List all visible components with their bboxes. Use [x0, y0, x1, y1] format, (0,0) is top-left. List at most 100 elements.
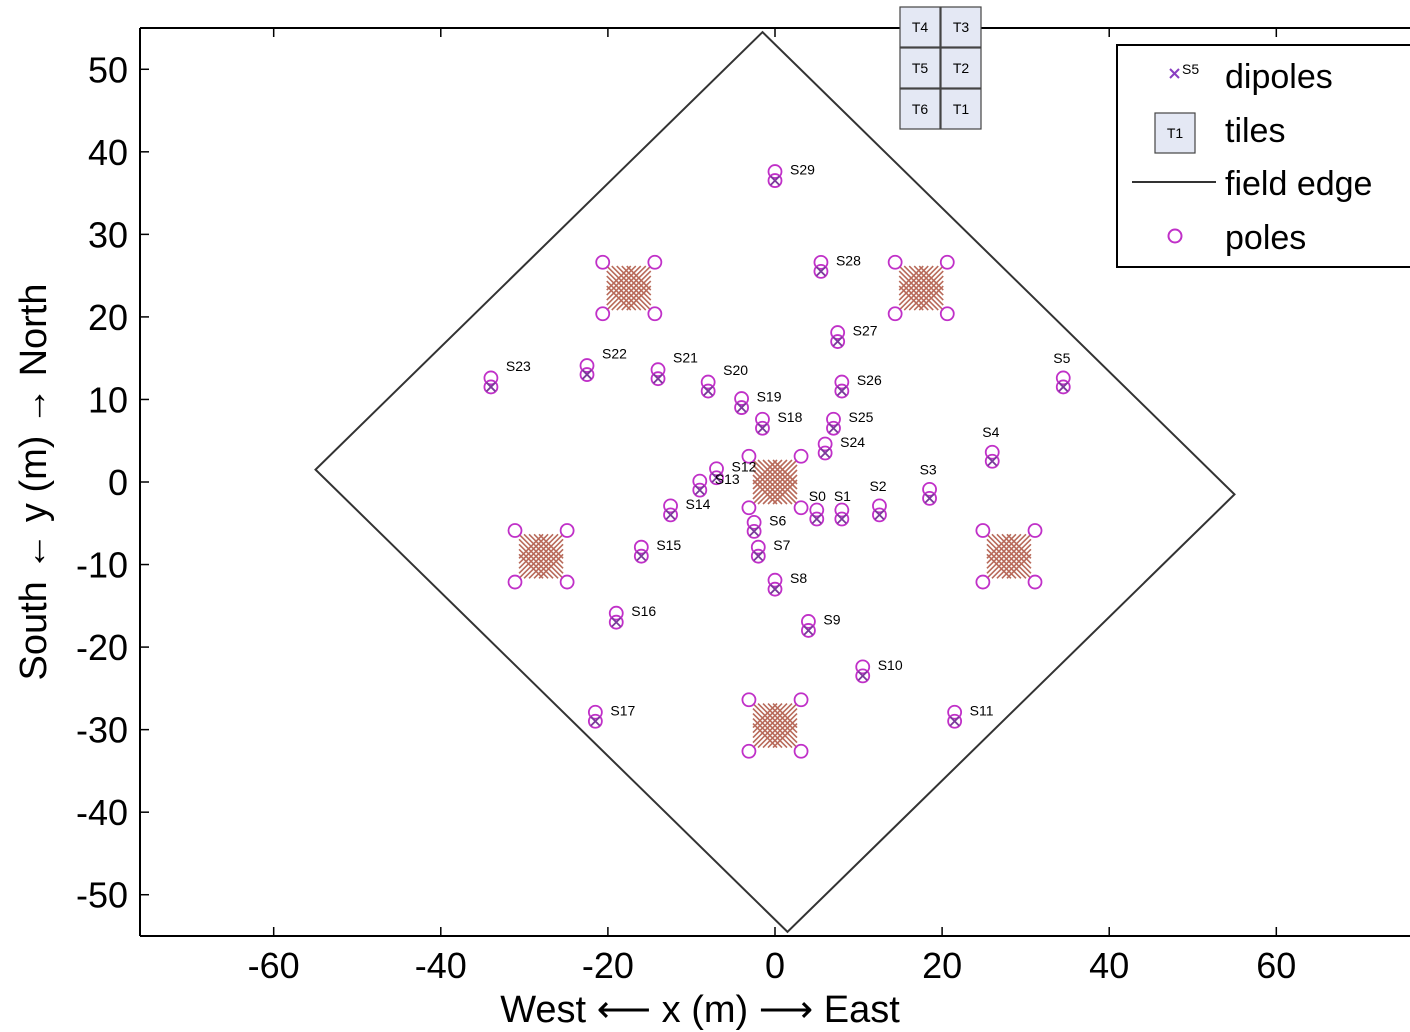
- pole-marker: [984, 444, 1000, 460]
- tile-pole: [595, 254, 611, 270]
- y-tick-label: 50: [88, 49, 128, 90]
- tile-grid-label: T2: [953, 60, 970, 76]
- tile-2: [887, 254, 955, 322]
- pole-marker: [922, 490, 937, 506]
- station-label: S19: [757, 389, 782, 405]
- tile-dipole-line: [762, 469, 798, 505]
- tile-dipole-line: [903, 265, 944, 306]
- station-s9: S9: [801, 611, 841, 638]
- station-s21: S21: [650, 350, 698, 387]
- dipole-marker: [769, 175, 781, 186]
- station-s22: S22: [579, 346, 627, 382]
- pole-marker: [817, 445, 833, 461]
- tile-pole: [741, 448, 757, 464]
- tile-pole: [741, 500, 757, 516]
- tile-pole: [793, 692, 809, 708]
- pole-marker: [734, 400, 749, 415]
- station-s19: S19: [734, 389, 782, 415]
- x-tick-label: -20: [582, 945, 634, 986]
- station-label: S10: [878, 657, 903, 673]
- pole-marker: [750, 539, 766, 555]
- station-label: S4: [982, 424, 999, 440]
- tile-pole: [887, 254, 903, 270]
- pole-marker: [734, 391, 749, 406]
- pole-marker: [813, 254, 829, 270]
- dipole-marker: [832, 336, 843, 347]
- dipole-marker: [836, 385, 847, 397]
- pole-marker: [650, 371, 666, 387]
- station-label: S2: [869, 478, 886, 494]
- dipole-marker: [949, 716, 960, 727]
- tile-dipole-line: [772, 702, 798, 729]
- pole-marker: [709, 470, 724, 486]
- station-label: S0: [809, 488, 826, 504]
- pole-marker: [801, 614, 816, 629]
- station-s8: S8: [767, 570, 807, 597]
- station-label: S3: [920, 461, 937, 477]
- station-label: S9: [823, 611, 840, 627]
- x-tick-label: 0: [765, 945, 785, 986]
- pole-marker: [922, 481, 937, 497]
- y-tick-label: -40: [76, 792, 128, 833]
- tile-dipole-line: [1006, 553, 1032, 579]
- pole-marker: [750, 548, 766, 564]
- station-s11: S11: [947, 702, 994, 729]
- station-label: S21: [673, 350, 698, 366]
- tile-dipole-line: [908, 275, 944, 311]
- tile-dipole-line: [991, 533, 1032, 574]
- x-tick-label: 20: [922, 945, 962, 986]
- pole-marker: [809, 502, 825, 518]
- station-s25: S25: [826, 409, 874, 436]
- pole-marker: [587, 713, 603, 729]
- dipole-marker: [748, 526, 760, 537]
- pole-marker: [483, 370, 499, 386]
- tile-pole: [647, 306, 663, 322]
- x-tick-label: 60: [1256, 945, 1296, 986]
- tile-dipole-line: [528, 543, 564, 579]
- station-label: S11: [970, 702, 994, 718]
- station-s1: S1: [834, 488, 851, 527]
- tile-dipole-line: [757, 464, 798, 505]
- station-label: S26: [857, 372, 882, 388]
- tile-pole: [595, 306, 611, 322]
- dipole-marker: [590, 716, 601, 727]
- legend-label-tiles: tiles: [1225, 112, 1285, 150]
- y-tick-label: -10: [76, 545, 128, 586]
- pole-marker: [650, 362, 666, 378]
- y-tick-label: 10: [88, 379, 128, 420]
- pole-marker: [483, 379, 499, 395]
- legend-dipole-marker: [1169, 68, 1180, 79]
- station-label: S16: [631, 603, 656, 619]
- station-label: S27: [853, 323, 878, 339]
- tile-dipole-line: [996, 543, 1032, 579]
- tile-grid-inset: T4 T3 T5 T2 T6 T1: [899, 6, 982, 130]
- station-s5: S5: [1053, 350, 1071, 395]
- tile-grid-cell: [940, 6, 982, 48]
- station-s29: S29: [767, 162, 815, 188]
- pole-marker: [834, 511, 850, 527]
- tile-dipole-line: [523, 538, 564, 579]
- y-axis-label: South ← y (m) → North: [13, 284, 55, 681]
- station-label: S13: [715, 471, 740, 487]
- station-s28: S28: [813, 252, 861, 279]
- tile-dipole-line: [757, 459, 798, 500]
- station-label: S6: [769, 512, 786, 528]
- tile-pole: [647, 254, 663, 270]
- dipole-marker: [811, 513, 822, 525]
- station-label: S18: [777, 409, 802, 425]
- pole-marker: [767, 173, 783, 188]
- tile-dipole-line: [757, 702, 798, 744]
- legend-label-dipoles: dipoles: [1225, 58, 1333, 96]
- pole-marker: [855, 668, 871, 684]
- y-tick-label: 40: [88, 132, 128, 173]
- station-label: S8: [790, 570, 807, 586]
- pole-marker: [1055, 370, 1071, 386]
- tile-pole: [793, 448, 809, 464]
- pole-marker: [834, 374, 850, 390]
- dipole-marker: [665, 509, 676, 521]
- pole-marker: [826, 411, 841, 427]
- y-tick-label: 30: [88, 214, 128, 255]
- pole-marker: [746, 515, 762, 530]
- station-label: S15: [656, 537, 681, 553]
